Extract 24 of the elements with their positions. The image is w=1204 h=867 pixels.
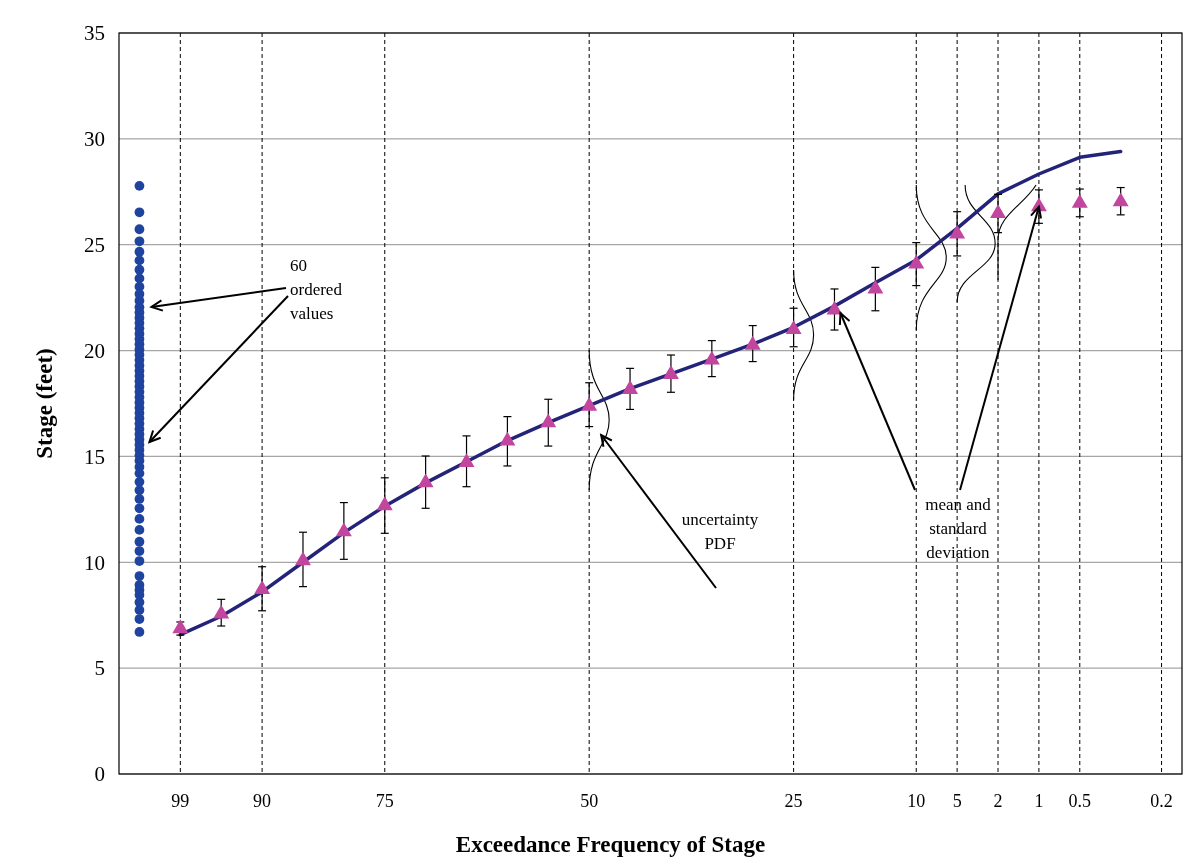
annotation: mean and standard deviation (925, 495, 992, 562)
y-tick-label: 0 (94, 762, 105, 787)
y-tick-label: 10 (84, 550, 105, 575)
x-tick-label: 25 (784, 791, 803, 811)
x-tick-label: 2 (993, 791, 1003, 811)
x-tick-label: 0.2 (1150, 791, 1173, 811)
x-tick-label: 99 (171, 791, 190, 811)
x-tick-label: 90 (253, 791, 272, 811)
y-tick-label: 35 (84, 21, 105, 46)
y-tick-label: 25 (84, 233, 105, 258)
annotation: uncertainty PDF (681, 510, 759, 553)
x-tick-label: 5 (952, 791, 962, 811)
x-tick-label: 1 (1034, 791, 1044, 811)
y-tick-label: 15 (84, 444, 105, 469)
y-axis-title: Stage (feet) (32, 348, 57, 459)
y-tick-label: 5 (94, 656, 105, 681)
x-tick-label: 0.5 (1068, 791, 1092, 811)
x-tick-label: 50 (580, 791, 599, 811)
y-tick-label: 30 (84, 127, 105, 152)
x-tick-label: 10 (907, 791, 926, 811)
x-tick-label: 75 (375, 791, 394, 811)
annotation: 60 ordered values (290, 256, 343, 323)
y-tick-label: 20 (84, 338, 105, 363)
x-axis-title: Exceedance Frequency of Stage (455, 832, 766, 857)
